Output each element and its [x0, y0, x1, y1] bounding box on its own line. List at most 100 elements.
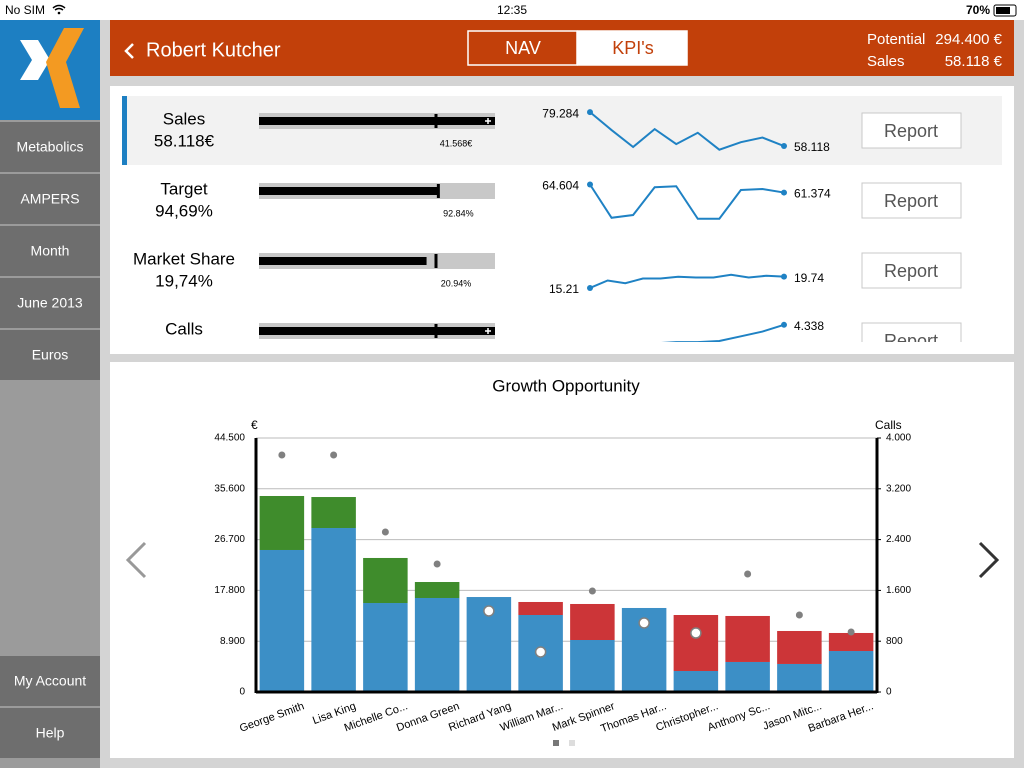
report-label: Report: [884, 261, 938, 281]
tabs: NAV KPI's: [467, 30, 688, 66]
row-highlight: [122, 96, 1002, 165]
bar: [725, 615, 770, 662]
y-tick-label: 8.900: [220, 636, 245, 647]
next-arrow[interactable]: [978, 541, 1000, 579]
menu-item[interactable]: [0, 656, 100, 706]
calls-point: [690, 627, 702, 639]
spark-end: [781, 273, 787, 280]
battery-level: [996, 7, 1010, 14]
bar: [570, 603, 615, 641]
report-label: Report: [884, 331, 938, 351]
bullet-marker: [434, 324, 438, 338]
bullet-bar: [259, 257, 427, 265]
bullet-bar: [259, 117, 495, 125]
spark-end-label: 19.74: [794, 271, 824, 285]
tab-label: KPI's: [612, 38, 653, 58]
tab[interactable]: [577, 30, 688, 66]
calls-point: [381, 528, 389, 536]
page-dot[interactable]: [569, 740, 575, 746]
kpi-name: Sales: [163, 109, 206, 128]
y2-tick-label: 0: [886, 687, 892, 698]
sparkline: [589, 273, 785, 289]
bar: [518, 601, 563, 616]
spark-start-label: 15.21: [549, 282, 579, 296]
bullet-label: 41.568€: [440, 138, 473, 148]
header-title: Robert Kutcher: [146, 39, 281, 61]
kpi-value: 58.118€: [154, 131, 215, 150]
kpi-value: 19,74%: [155, 271, 213, 290]
calls-point: [534, 646, 547, 658]
spark-start-label: 79.284: [542, 106, 579, 120]
battery-icon: [993, 4, 1017, 17]
logo-mark: [46, 28, 84, 108]
bar: [673, 670, 719, 692]
chart-title: Growth Opportunity: [492, 376, 640, 395]
calls-point: [588, 587, 596, 595]
y2-tick-label: 1.600: [886, 585, 911, 596]
report-button[interactable]: [861, 182, 962, 219]
bar: [777, 630, 822, 664]
report-button[interactable]: [861, 322, 962, 358]
calls-point: [483, 605, 495, 617]
kpi-name: Market Share: [133, 249, 235, 268]
wifi-icon: [52, 4, 66, 11]
overflow-plus: [485, 118, 491, 124]
calls-point: [433, 560, 441, 568]
menu-item[interactable]: [0, 708, 100, 758]
spark-end: [781, 321, 787, 328]
calls-point: [795, 611, 803, 619]
report-label: Report: [884, 191, 938, 211]
spark-start: [587, 109, 593, 116]
report-label: Report: [884, 121, 938, 141]
menu-label: Metabolics: [17, 139, 84, 155]
menu-item[interactable]: [0, 174, 100, 224]
bar: [363, 557, 408, 604]
menu-item[interactable]: [0, 226, 100, 276]
spark-end: [781, 143, 787, 150]
bullet-label: 20.94%: [441, 278, 472, 288]
tab[interactable]: [467, 30, 578, 66]
bar: [311, 497, 356, 529]
summary-value: 294.400 €: [935, 31, 1002, 48]
report-button[interactable]: [861, 112, 962, 149]
page-dot[interactable]: [553, 740, 559, 746]
report-button[interactable]: [861, 252, 962, 289]
spark-end-label: 4.338: [794, 319, 824, 333]
spark-end-label: 58.118: [794, 140, 830, 154]
sidebar-menu: Metabolics AMPERS Month June 2013 Euros My Ac…: [0, 122, 100, 758]
calls-point: [638, 617, 650, 629]
bullet-bar: [259, 187, 439, 195]
bar: [259, 549, 305, 692]
y2-tick-label: 2.400: [886, 534, 911, 545]
sparkline: [661, 323, 785, 342]
bullet-marker: [434, 114, 438, 128]
menu-item[interactable]: [0, 278, 100, 328]
y2-tick-label: 3.200: [886, 483, 911, 494]
calls-point: [744, 570, 752, 578]
battery-text: 70%: [966, 3, 990, 17]
menu-item[interactable]: [0, 330, 100, 380]
bar: [570, 640, 615, 692]
summary: Potential 294.400 € Sales 58.118 €: [867, 31, 1003, 70]
y2-tick-label: 4.000: [886, 433, 911, 444]
kpi-name: Calls: [165, 319, 203, 338]
spark-end: [781, 189, 787, 196]
kpi-value: 94,69%: [155, 201, 213, 220]
overflow-plus: [485, 328, 491, 334]
bar: [828, 632, 874, 652]
sparkline: [589, 111, 785, 151]
menu-label: My Account: [14, 673, 86, 689]
calls-point: [847, 628, 855, 636]
menu-item[interactable]: [0, 122, 100, 172]
bar: [259, 495, 305, 550]
spark-start: [587, 284, 593, 291]
bar: [414, 597, 460, 692]
kpi-name: Target: [160, 179, 208, 198]
bullet-marker: [436, 184, 440, 198]
bar: [311, 528, 356, 692]
back-icon[interactable]: [124, 43, 134, 59]
bar: [777, 663, 822, 692]
bar: [828, 651, 874, 692]
prev-arrow[interactable]: [125, 541, 147, 579]
